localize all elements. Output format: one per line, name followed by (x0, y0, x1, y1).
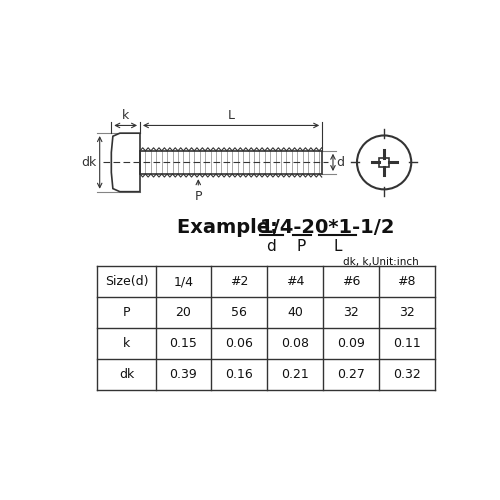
Text: 0.27: 0.27 (337, 368, 364, 380)
Text: P: P (122, 306, 130, 319)
Text: #6: #6 (342, 276, 360, 288)
Text: 0.06: 0.06 (226, 337, 253, 350)
Text: #8: #8 (398, 276, 416, 288)
Text: 0.32: 0.32 (392, 368, 420, 380)
Text: dk, k,Unit:inch: dk, k,Unit:inch (343, 256, 419, 266)
Text: 1/4: 1/4 (174, 276, 194, 288)
Text: k: k (123, 337, 130, 350)
Text: #2: #2 (230, 276, 248, 288)
Text: 0.15: 0.15 (170, 337, 198, 350)
Text: L: L (228, 108, 234, 122)
Text: 0.16: 0.16 (226, 368, 253, 380)
Text: dk: dk (119, 368, 134, 380)
Text: P: P (194, 190, 202, 203)
Text: d: d (336, 156, 344, 169)
Text: P: P (296, 239, 306, 254)
Text: L: L (334, 239, 342, 254)
Text: 0.08: 0.08 (281, 337, 309, 350)
Text: dk: dk (82, 156, 96, 169)
Text: 0.09: 0.09 (337, 337, 364, 350)
Text: Size(d): Size(d) (104, 276, 148, 288)
Bar (380, 158, 389, 167)
Bar (140, 151, 322, 174)
Text: 56: 56 (232, 306, 247, 319)
Text: d: d (266, 239, 276, 254)
Text: 20: 20 (176, 306, 192, 319)
Text: 32: 32 (398, 306, 414, 319)
Text: #4: #4 (286, 276, 304, 288)
Text: 0.39: 0.39 (170, 368, 198, 380)
Text: 1/4-20*1-1/2: 1/4-20*1-1/2 (260, 218, 396, 238)
Text: 32: 32 (343, 306, 358, 319)
Text: 0.11: 0.11 (392, 337, 420, 350)
Text: 0.21: 0.21 (281, 368, 309, 380)
Text: k: k (122, 108, 129, 122)
Text: 40: 40 (287, 306, 303, 319)
Text: Example:: Example: (177, 218, 285, 238)
